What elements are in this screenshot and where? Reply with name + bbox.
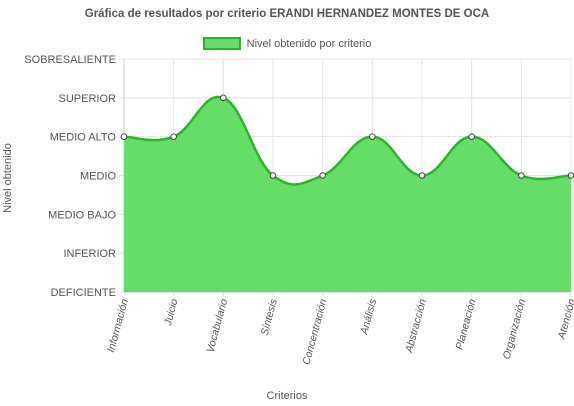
data-point <box>468 133 475 140</box>
y-tick-label: MEDIO <box>80 171 117 183</box>
data-point <box>120 133 128 140</box>
y-tick-label: DEFICIENTE <box>51 287 116 299</box>
data-point <box>319 172 326 179</box>
x-tick-label: Juicio <box>162 298 181 328</box>
data-point <box>369 133 376 140</box>
legend-label: Nivel obtenido por criterio <box>246 37 372 50</box>
series-line <box>123 95 572 186</box>
data-point <box>518 172 525 179</box>
x-axis-title: Criterios <box>266 390 308 402</box>
x-tick-label: Análisis <box>358 297 379 337</box>
legend[interactable]: Nivel obtenido por criterio <box>0 37 574 50</box>
x-tick-label: Vocabulario <box>204 298 230 354</box>
y-tick-label: MEDIO BAJO <box>48 209 116 221</box>
data-point <box>567 172 574 179</box>
x-tick-label: Organización <box>501 298 529 361</box>
data-point <box>220 94 227 102</box>
y-tick-label: MEDIO ALTO <box>50 132 117 144</box>
data-point <box>269 172 277 179</box>
data-point <box>170 133 177 140</box>
x-tick-label: Información <box>105 298 131 354</box>
x-tick-label: Planeación <box>454 298 479 351</box>
x-tick-label: Síntesis <box>259 297 280 337</box>
y-tick-label: SOBRESALIENTE <box>24 54 116 66</box>
data-point <box>418 172 426 179</box>
x-tick-label: Abstracción <box>403 298 429 355</box>
x-tick-label: Atención <box>555 298 574 342</box>
y-tick-label: SUPERIOR <box>59 93 117 105</box>
legend-swatch <box>202 37 241 50</box>
chart-title: Gráfica de resultados por criterio ERAND… <box>84 8 490 20</box>
series-area <box>124 96 571 292</box>
y-tick-label: INFERIOR <box>63 248 116 260</box>
x-tick-label: Concentración <box>300 298 329 367</box>
